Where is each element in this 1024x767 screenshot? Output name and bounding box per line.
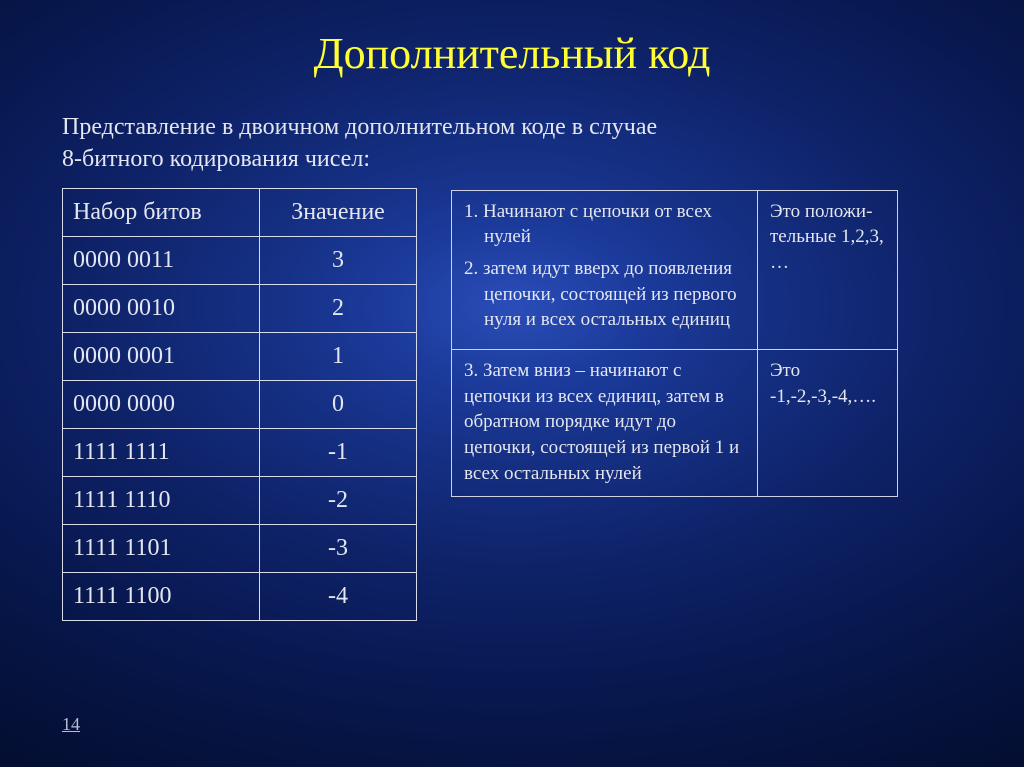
table-row: 0000 00102	[63, 284, 417, 332]
value-cell: 3	[260, 236, 417, 284]
bits-cell: 1111 1100	[63, 572, 260, 620]
info-right-positive: Это положи-тельные 1,2,3, …	[758, 190, 898, 349]
value-cell: -4	[260, 572, 417, 620]
table-header-row: Набор битов Значение	[63, 188, 417, 236]
info1-b-prefix: 2.	[464, 258, 483, 279]
value-cell: -3	[260, 524, 417, 572]
subtitle-line1: Представление в двоичном дополнительном …	[62, 114, 657, 140]
value-cell: -2	[260, 476, 417, 524]
value-cell: -1	[260, 428, 417, 476]
info-row-positive: 1. Начинают с цепочки от всех нулей 2. з…	[452, 190, 898, 349]
value-cell: 1	[260, 332, 417, 380]
table-row: 0000 00113	[63, 236, 417, 284]
table-row: 1111 1111-1	[63, 428, 417, 476]
slide-title: Дополнительный код	[62, 28, 962, 79]
bits-cell: 1111 1110	[63, 476, 260, 524]
info-right-negative: Это -1,-2,-3,-4,….	[758, 349, 898, 496]
table-row: 1111 1100-4	[63, 572, 417, 620]
bits-cell: 0000 0011	[63, 236, 260, 284]
page-number: 14	[62, 714, 80, 735]
table-row: 0000 00000	[63, 380, 417, 428]
info-left-positive: 1. Начинают с цепочки от всех нулей 2. з…	[452, 190, 758, 349]
info-row-negative: 3. Затем вниз – начинают с цепочки из вс…	[452, 349, 898, 496]
bits-cell: 0000 0000	[63, 380, 260, 428]
table-row: 1111 1110-2	[63, 476, 417, 524]
bits-cell: 0000 0001	[63, 332, 260, 380]
subtitle: Представление в двоичном дополнительном …	[62, 111, 962, 176]
bits-cell: 1111 1101	[63, 524, 260, 572]
bit-table: Набор битов Значение 0000 00113 0000 001…	[62, 188, 417, 621]
info-table: 1. Начинают с цепочки от всех нулей 2. з…	[451, 190, 898, 497]
col-header-bits: Набор битов	[63, 188, 260, 236]
table-row: 1111 1101-3	[63, 524, 417, 572]
info1-b-text: затем идут вверх до появления цепочки, с…	[483, 258, 737, 330]
bits-cell: 1111 1111	[63, 428, 260, 476]
info1-a-prefix: 1.	[464, 201, 483, 222]
info-left-negative: 3. Затем вниз – начинают с цепочки из вс…	[452, 349, 758, 496]
value-cell: 2	[260, 284, 417, 332]
info1-a-text: Начинают с цепочки от всех нулей	[483, 201, 712, 248]
bits-cell: 0000 0010	[63, 284, 260, 332]
value-cell: 0	[260, 380, 417, 428]
col-header-value: Значение	[260, 188, 417, 236]
subtitle-line2: 8-битного кодирования чисел:	[62, 146, 370, 172]
table-row: 0000 00011	[63, 332, 417, 380]
